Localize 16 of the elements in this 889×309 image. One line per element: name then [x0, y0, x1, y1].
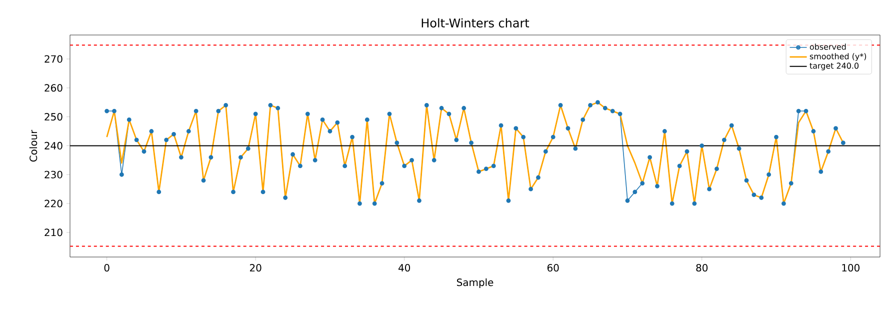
- chart-title: Holt-Winters chart: [422, 18, 530, 28]
- y-tick-label: 260: [44, 84, 62, 92]
- x-tick-label: 60: [547, 264, 559, 272]
- x-tick-label: 0: [104, 264, 110, 272]
- x-tick-label: 100: [842, 264, 860, 272]
- y-tick-label: 220: [44, 200, 62, 208]
- y-tick-label: 250: [44, 113, 62, 121]
- x-tick-label: 80: [696, 264, 708, 272]
- x-tick-label: 20: [250, 264, 262, 272]
- y-axis-title: Colour: [29, 130, 38, 162]
- x-axis-title: Sample: [456, 278, 494, 288]
- y-tick-label: 240: [44, 142, 62, 150]
- y-tick-label: 210: [44, 228, 62, 236]
- x-tick-label: 40: [398, 264, 410, 272]
- y-tick-label: 230: [44, 170, 62, 178]
- y-tick-label: 270: [44, 55, 62, 63]
